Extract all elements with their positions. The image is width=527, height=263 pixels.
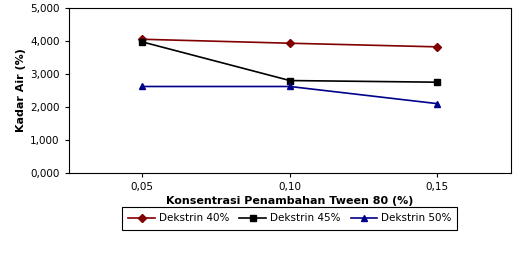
Dekstrin 50% bbox=[287, 85, 293, 88]
Legend: Dekstrin 40%, Dekstrin 45%, Dekstrin 50%: Dekstrin 40%, Dekstrin 45%, Dekstrin 50% bbox=[122, 207, 457, 230]
X-axis label: Konsentrasi Penambahan Tween 80 (%): Konsentrasi Penambahan Tween 80 (%) bbox=[166, 196, 414, 206]
Dekstrin 40% bbox=[434, 45, 441, 48]
Dekstrin 45% bbox=[287, 79, 293, 82]
Dekstrin 50% bbox=[434, 102, 441, 105]
Dekstrin 50% bbox=[139, 85, 145, 88]
Dekstrin 45% bbox=[434, 81, 441, 84]
Dekstrin 45% bbox=[139, 40, 145, 43]
Line: Dekstrin 45%: Dekstrin 45% bbox=[140, 39, 440, 85]
Dekstrin 40% bbox=[139, 38, 145, 41]
Line: Dekstrin 50%: Dekstrin 50% bbox=[140, 84, 440, 107]
Line: Dekstrin 40%: Dekstrin 40% bbox=[140, 37, 440, 50]
Y-axis label: Kadar Air (%): Kadar Air (%) bbox=[16, 48, 26, 132]
Dekstrin 40% bbox=[287, 42, 293, 45]
